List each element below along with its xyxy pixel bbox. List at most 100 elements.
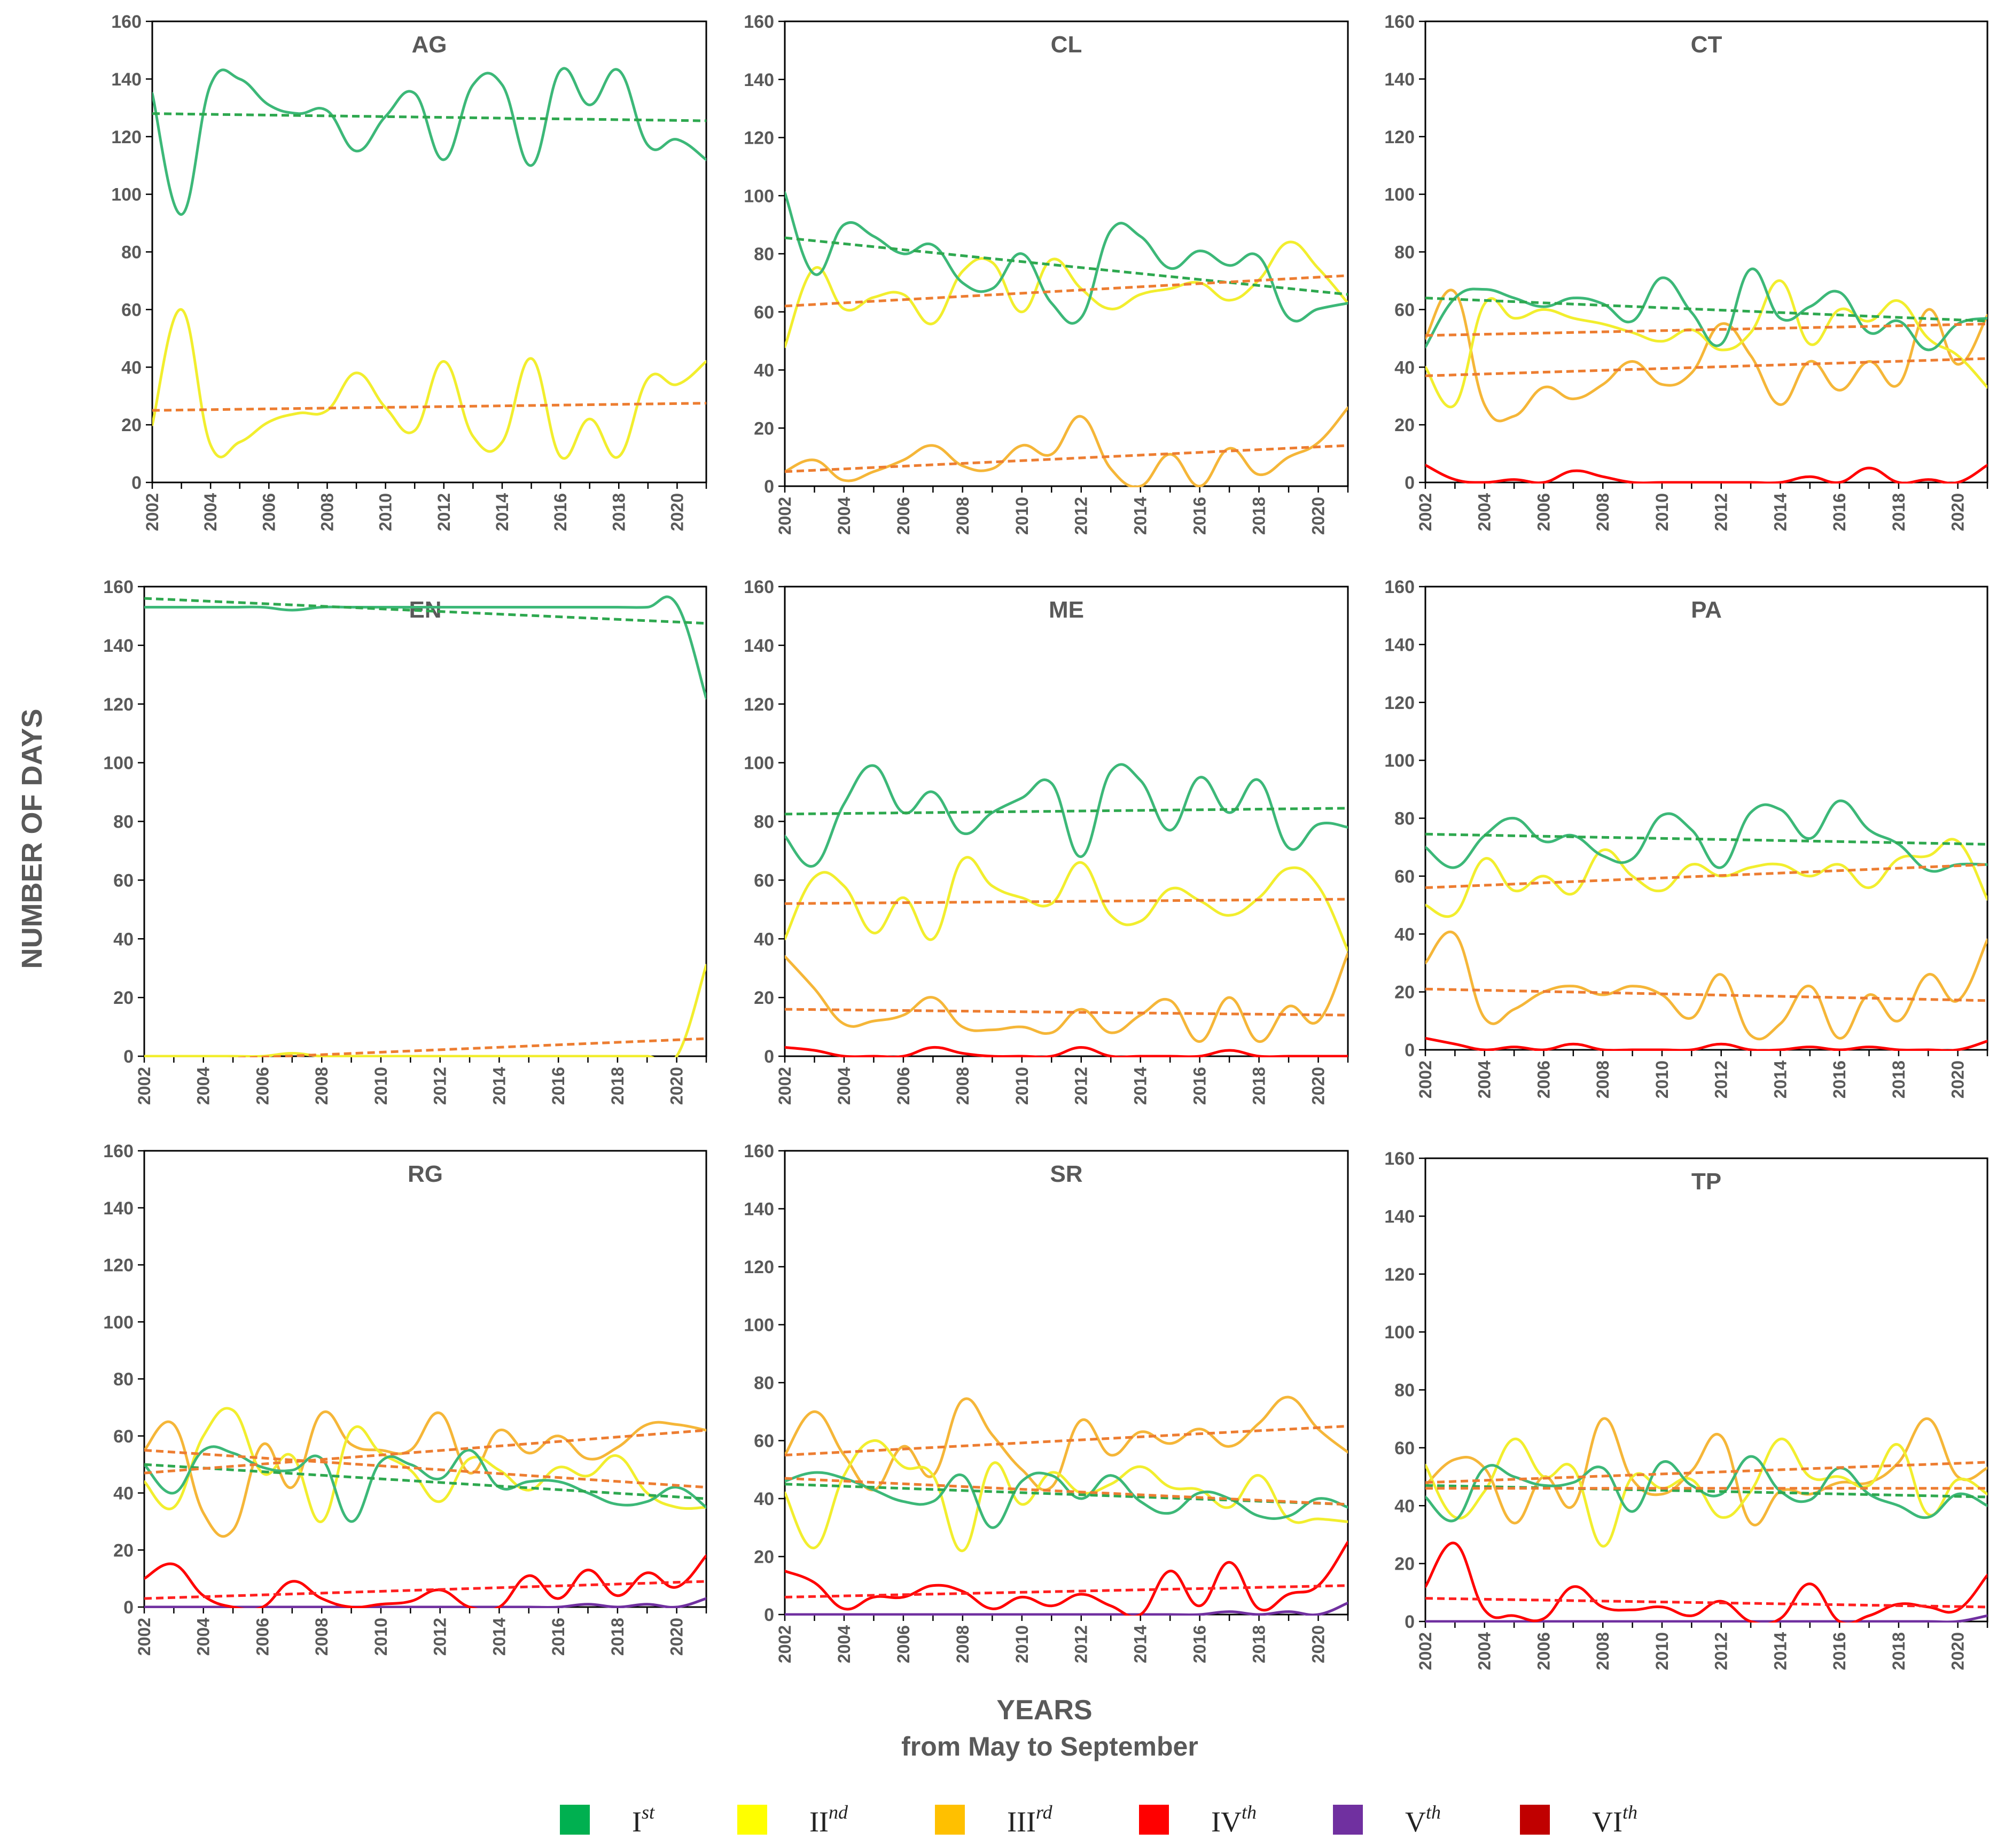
x-tick-label: 2018 (1250, 1625, 1269, 1663)
trend-line-iii (785, 444, 1348, 473)
x-tick-label: 2016 (1190, 497, 1210, 535)
trend-line-iii (785, 1008, 1348, 1017)
legend-label: Ist (632, 1802, 655, 1838)
series-line-iv (144, 1554, 706, 1608)
series-line-i (785, 191, 1348, 325)
y-tick-label: 60 (113, 870, 134, 891)
y-tick-label: 40 (754, 929, 774, 949)
series-line-i (144, 595, 706, 700)
panel-title: TP (1691, 1168, 1721, 1195)
series-line-i (785, 1471, 1348, 1529)
y-tick-label: 0 (1405, 1612, 1415, 1632)
x-tick-label: 2020 (667, 1618, 687, 1656)
series-line-ii (785, 240, 1348, 348)
y-tick-label: 40 (1394, 924, 1415, 945)
y-tick-label: 120 (1384, 1265, 1415, 1285)
plot-frame (1424, 1157, 1988, 1623)
x-tick-label: 2004 (834, 1067, 854, 1105)
series-line-v (1425, 1614, 1987, 1623)
panel-title: PA (1691, 597, 1722, 623)
legend: Ist IInd IIIrd IVth Vth VIth (560, 1802, 1637, 1838)
legend-swatch (560, 1805, 590, 1835)
y-tick-label: 120 (744, 128, 774, 149)
x-tick-label: 2020 (1309, 497, 1328, 535)
x-tick-label: 2010 (376, 493, 395, 531)
y-tick-label: 20 (1394, 1554, 1415, 1574)
y-tick-label: 140 (744, 70, 774, 90)
y-tick-label: 60 (754, 870, 774, 891)
y-tick-label: 20 (754, 1547, 774, 1568)
y-tick-label: 60 (754, 1431, 774, 1452)
series-line-iii (785, 1395, 1348, 1492)
y-tick-label: 60 (1394, 867, 1415, 887)
y-axis-title: NUMBER OF DAYS (16, 708, 48, 969)
x-tick-label: 2016 (1830, 1632, 1849, 1670)
y-tick-label: 40 (754, 1489, 774, 1509)
panel-title: SR (1050, 1161, 1082, 1187)
x-tick-label: 2020 (667, 1067, 687, 1105)
series-line-ii (152, 308, 706, 460)
x-tick-label: 2012 (1712, 493, 1731, 531)
trend-line-ii (1425, 1461, 1987, 1484)
x-tick-label: 2004 (194, 1618, 213, 1656)
x-tick-label: 2012 (431, 1618, 450, 1656)
x-tick-label: 2012 (1072, 1625, 1091, 1663)
series-line-iii (1425, 288, 1987, 423)
x-tick-label: 2020 (1309, 1067, 1328, 1105)
trend-line-ii (785, 274, 1348, 308)
x-tick-label: 2008 (317, 493, 337, 531)
series-line-v (785, 1601, 1348, 1616)
trend-line-i (152, 112, 706, 122)
panel-cl: 0 20 40 60 80 100 120 140 160 2002 2004 2006 2008 201… (744, 12, 1349, 535)
y-tick-label: 100 (744, 753, 774, 774)
x-tick-label: 2004 (201, 493, 220, 531)
panel-title: AG (412, 32, 447, 58)
x-tick-label: 2002 (135, 1067, 154, 1105)
trend-line-iii (1425, 357, 1987, 377)
y-tick-label: 20 (121, 415, 142, 435)
series-line-ii (144, 964, 706, 1057)
x-tick-label: 2018 (1889, 1632, 1908, 1670)
x-tick-label: 2010 (1652, 493, 1672, 531)
y-tick-label: 20 (113, 988, 134, 1008)
x-tick-label: 2002 (135, 1618, 154, 1656)
y-tick-label: 120 (103, 695, 134, 715)
series-line-iv (1425, 1036, 1987, 1051)
series-line-i (785, 763, 1348, 868)
x-tick-label: 2018 (609, 493, 628, 531)
x-tick-label: 2012 (431, 1067, 450, 1105)
x-tick-label: 2012 (434, 493, 454, 531)
y-tick-label: 100 (1384, 1322, 1415, 1343)
legend-label: IInd (809, 1802, 848, 1838)
x-tick-label: 2004 (1475, 1632, 1494, 1670)
y-tick-label: 80 (113, 812, 134, 832)
series-line-ii (785, 856, 1348, 952)
y-tick-label: 0 (123, 1597, 134, 1618)
y-tick-label: 20 (754, 988, 774, 1008)
series-line-i (144, 1445, 706, 1523)
y-tick-label: 0 (123, 1047, 134, 1067)
x-tick-label: 2008 (953, 1625, 972, 1663)
x-tick-label: 2004 (834, 497, 854, 535)
legend-item-ii: IInd (737, 1802, 848, 1838)
x-tick-label: 2020 (1948, 1632, 1968, 1670)
x-tick-label: 2018 (608, 1618, 627, 1656)
y-tick-label: 80 (754, 812, 774, 832)
y-tick-label: 0 (764, 1605, 774, 1625)
y-tick-label: 0 (1405, 473, 1415, 493)
y-tick-label: 160 (744, 12, 774, 32)
x-tick-label: 2006 (253, 1618, 272, 1656)
x-tick-label: 2006 (259, 493, 278, 531)
y-tick-label: 140 (103, 636, 134, 656)
series-line-iii (144, 1410, 706, 1538)
series-line-ii (785, 1439, 1348, 1553)
x-tick-label: 2010 (1012, 1625, 1032, 1663)
series-line-iv (1425, 464, 1987, 484)
y-tick-label: 120 (744, 695, 774, 715)
y-tick-label: 60 (754, 302, 774, 323)
x-tick-label: 2002 (1416, 1061, 1435, 1098)
y-tick-label: 120 (111, 127, 142, 147)
legend-swatch (1520, 1805, 1550, 1835)
x-tick-label: 2010 (1652, 1061, 1672, 1098)
trend-line-i (1425, 832, 1987, 846)
